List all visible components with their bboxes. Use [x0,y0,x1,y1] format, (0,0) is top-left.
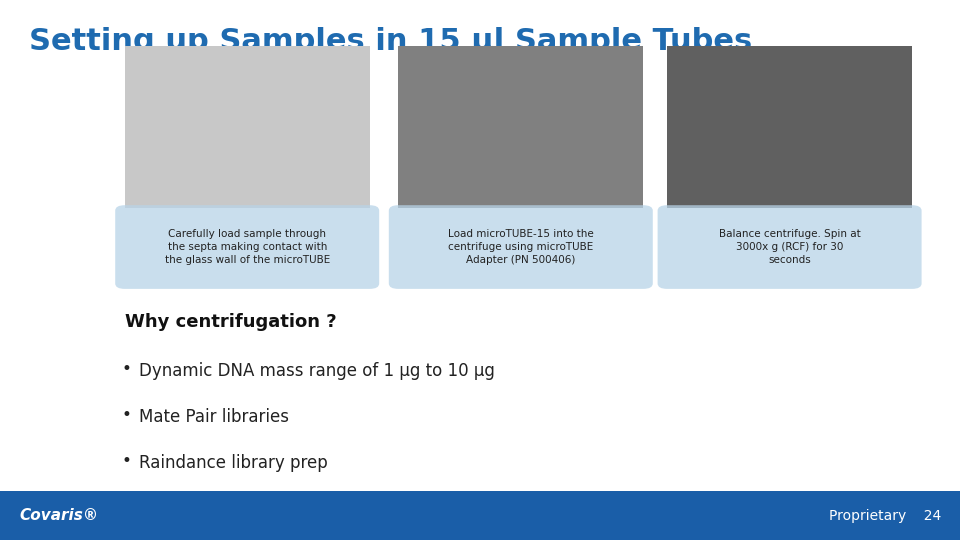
Text: Setting up Samples in 15 µl Sample Tubes: Setting up Samples in 15 µl Sample Tubes [29,27,752,56]
Text: Dynamic DNA mass range of 1 µg to 10 µg: Dynamic DNA mass range of 1 µg to 10 µg [139,362,495,380]
Text: Proprietary    24: Proprietary 24 [828,509,941,523]
FancyBboxPatch shape [115,205,379,289]
Text: Raindance library prep: Raindance library prep [139,454,328,471]
FancyBboxPatch shape [658,205,922,289]
FancyBboxPatch shape [389,205,653,289]
Text: •: • [122,406,132,424]
Text: •: • [122,452,132,470]
Text: Covaris®: Covaris® [19,508,98,523]
Text: •: • [122,360,132,378]
Bar [125,46,370,208]
Bar [398,46,643,208]
Text: Carefully load sample through
the septa making contact with
the glass wall of th: Carefully load sample through the septa … [164,229,330,265]
Bar [667,46,912,208]
Text: Mate Pair libraries: Mate Pair libraries [139,408,289,426]
Text: Load microTUBE-15 into the
centrifuge using microTUBE
Adapter (PN 500406): Load microTUBE-15 into the centrifuge us… [448,229,593,265]
Bar [0,491,960,540]
Text: Why centrifugation ?: Why centrifugation ? [125,313,336,331]
Text: Balance centrifuge. Spin at
3000x g (RCF) for 30
seconds: Balance centrifuge. Spin at 3000x g (RCF… [719,229,860,265]
